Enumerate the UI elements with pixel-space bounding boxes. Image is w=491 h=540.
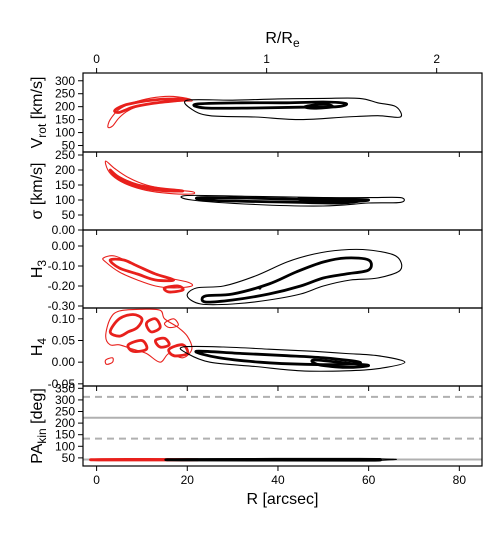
contour-red-thick [144,317,162,334]
y-tick-label: -0.10 [48,259,76,273]
panel-frame [82,72,483,153]
y-tick-label: 200 [55,100,75,114]
contour-black-thick [200,256,373,304]
contour-black-thick [310,358,371,369]
contour-black-thick [164,457,382,462]
contour-red-thick [108,257,176,283]
x-tick-label: 20 [181,473,195,487]
y-tick-label: 0.00 [52,239,76,253]
y-tick-label: 200 [55,416,75,430]
contour-red-thick [162,284,185,294]
contour-red-thick [108,313,144,338]
contour-black-thin [186,248,403,306]
contour-red-thin [163,318,179,329]
y-tick-label: 250 [55,405,75,419]
y-tick-label: 250 [55,87,75,101]
panel-plot-area-h3 [102,248,403,306]
panel-frame [82,385,483,467]
y-tick-label: 200 [55,163,75,177]
x-tick-label: 0 [93,473,100,487]
y-title-subscript: 3 [35,260,49,267]
y-axis-title-vrot: Vrot [km/s] [29,77,49,149]
y-title-subscript: rot [35,123,49,138]
y-tick-label: 0.00 [52,355,76,369]
top-x-tick-label: 2 [433,52,440,66]
x-tick-label: 60 [362,473,376,487]
y-tick-label: 50 [62,451,76,465]
top-x-axis-title: R/Re [265,30,300,50]
contour-red-thick [108,168,185,193]
y-title-unit: [deg] [29,388,46,428]
panel-plot-area-vrot [107,95,403,129]
contour-red-thick [113,97,189,114]
y-tick-label: 50 [62,208,76,222]
panel-frame [82,151,483,231]
top-title-subscript: e [293,36,300,50]
x-axis-title: R [arcsec] [246,491,318,508]
y-axis-title-sigma: σ [km/s] [29,163,46,220]
y-tick-label: 0.05 [52,334,76,348]
contour-black-thin [184,97,403,121]
panel-plot-area-h4 [104,308,406,372]
x-tick-label: 80 [453,473,467,487]
y-tick-label: 250 [55,148,75,162]
contour-red-thick [154,336,171,349]
contour-red-thick [126,339,149,353]
y-title-subscript: 4 [35,338,49,345]
y-tick-label: 100 [55,126,75,140]
y-tick-label: 150 [55,113,75,127]
contour-black-thick [296,197,371,203]
y-tick-label: 100 [55,439,75,453]
contour-black-thick [192,100,348,110]
y-tick-label: 0.10 [52,312,76,326]
y-tick-label: 0.00 [52,223,76,237]
y-title-main: PA [29,443,46,463]
y-tick-label: 100 [55,193,75,207]
panel-plot-area-pakin [83,395,482,462]
y-axis-title-h3: H3 [29,260,49,279]
y-title-unit: [km/s] [29,77,46,124]
y-tick-label: 350 [55,381,75,395]
data-point [258,286,262,290]
top-x-tick-label: 1 [263,52,270,66]
y-title-main: H [29,345,46,357]
y-tick-label: 150 [55,178,75,192]
y-axis-title-pakin: PAkin [deg] [29,388,49,464]
y-axis-title-h4: H4 [29,338,49,357]
y-tick-label: 300 [55,393,75,407]
contour-black-thick [303,102,335,110]
y-tick-label: 300 [55,74,75,88]
y-title-main: σ [km/s] [29,163,46,220]
y-tick-label: -0.20 [48,279,76,293]
y-tick-label: 50 [62,139,76,153]
y-tick-label: 150 [55,428,75,442]
top-x-tick-label: 0 [93,52,100,66]
x-tick-label: 40 [271,473,285,487]
contour-black-thin [180,194,405,207]
contour-red-thin [104,357,114,365]
y-title-main: V [29,137,46,148]
y-title-main: H [29,267,46,279]
panel-plot-area-sigma [104,160,405,207]
y-tick-label: -0.30 [48,299,76,313]
top-title-main: R/R [265,30,293,47]
y-title-subscript: kin [35,428,49,443]
y-tick-label: -0.05 [48,377,76,391]
contour-black-thin [179,345,406,372]
